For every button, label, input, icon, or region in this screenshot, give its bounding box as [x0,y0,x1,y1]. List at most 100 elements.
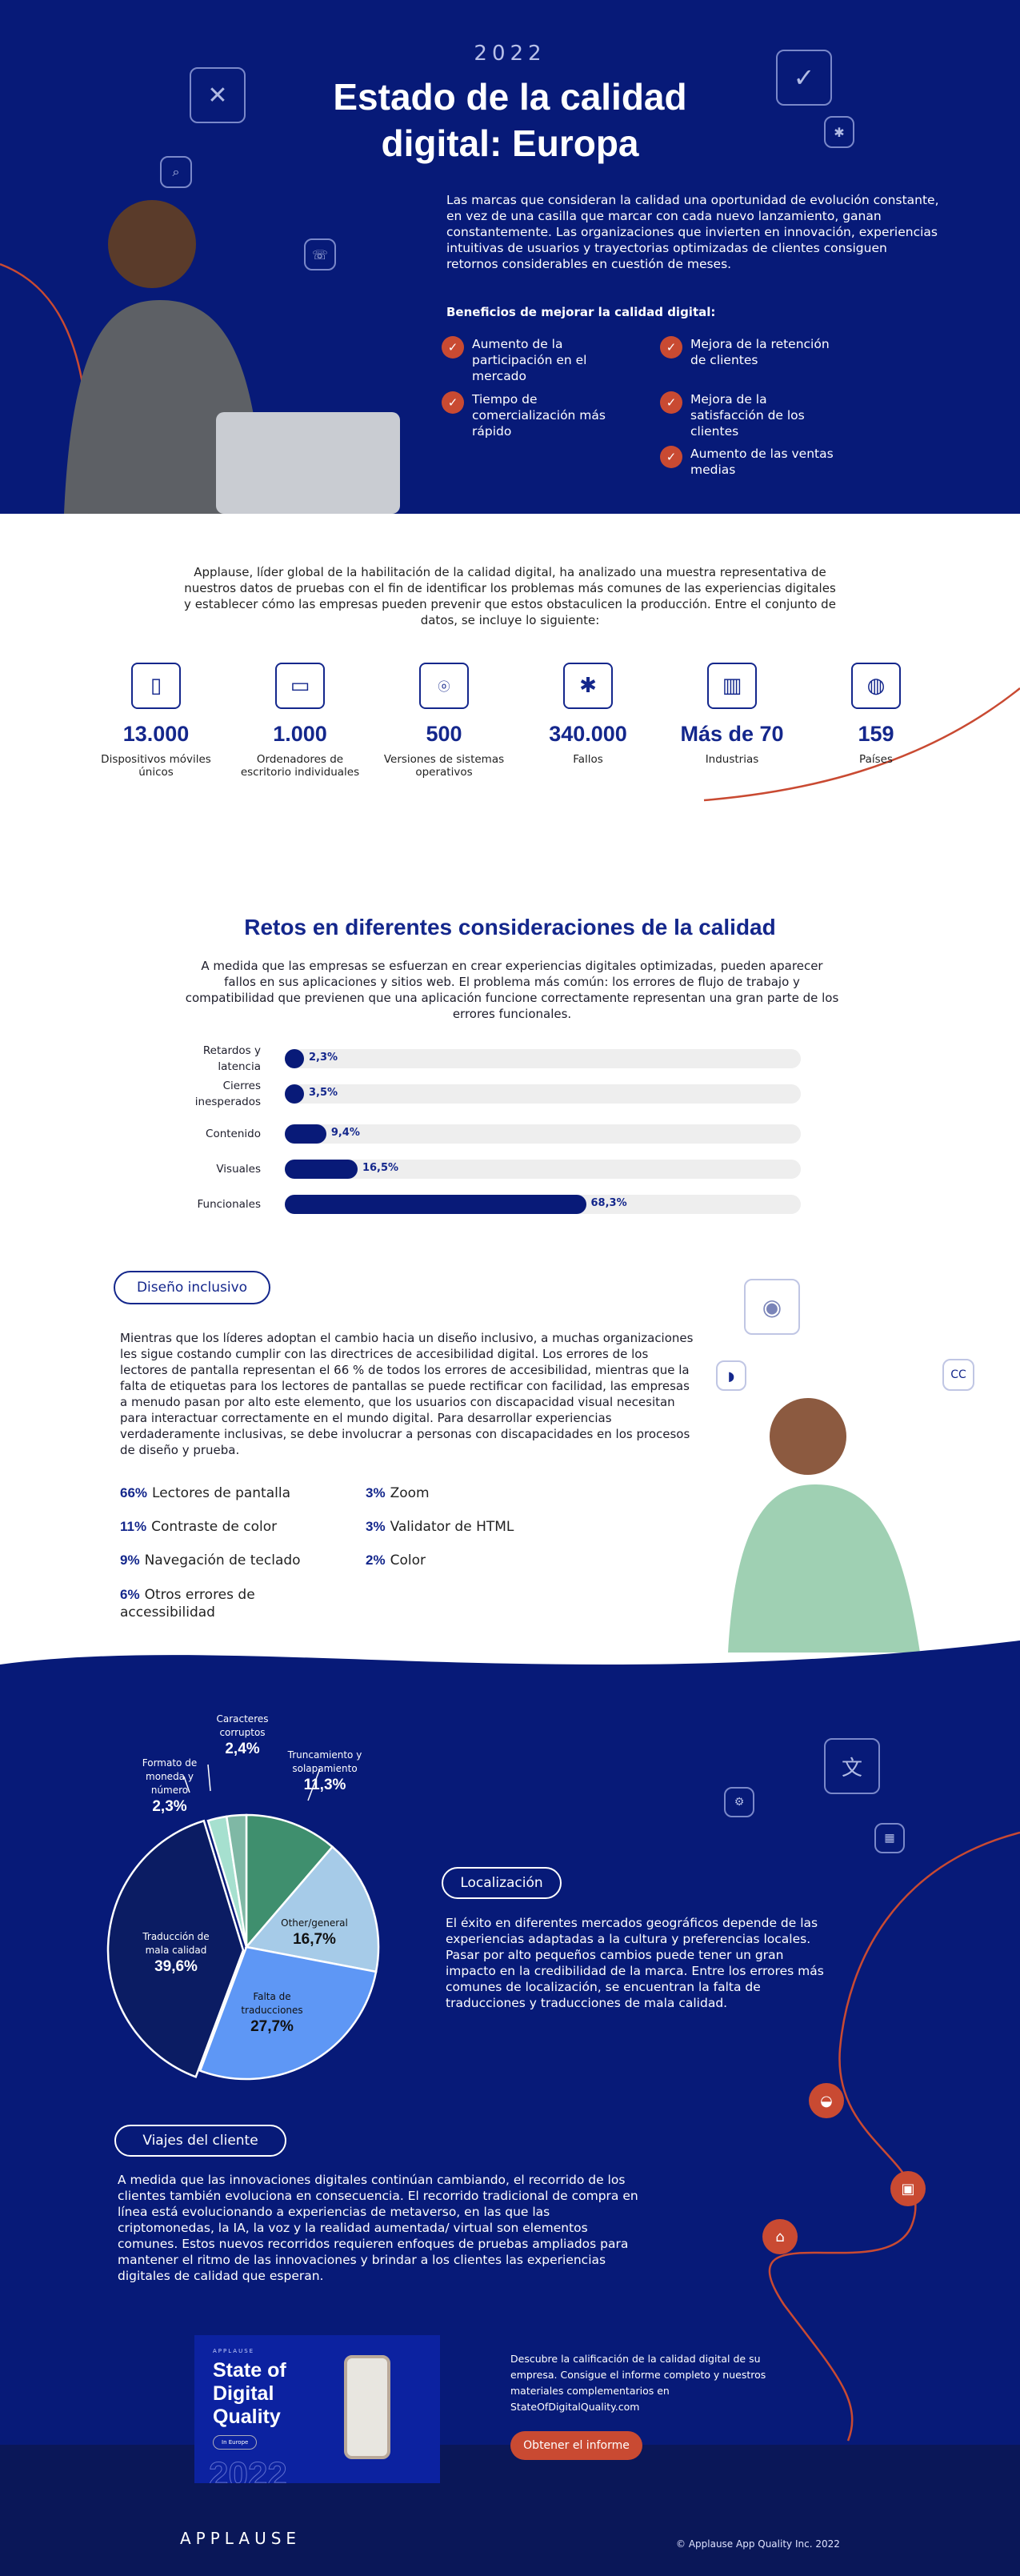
inclusive-photo-woman [704,1396,960,1653]
bar-value-label: 68,3% [590,1197,627,1209]
stat-industries: ▥ Más de 70 Industrias [664,663,800,779]
check-circle-icon: ✓ [660,391,682,414]
pie-slice [106,1819,245,2078]
bar-label: Visuales [216,1163,261,1176]
customer-journeys-text: A medida que las innovaciones digitales … [118,2173,638,2283]
check-circle-icon: ✓ [442,391,464,414]
hero-intro-text: Las marcas que consideran la calidad una… [446,193,939,271]
dataset-stats: ▯ 13.000 Dispositivos móviles únicos ▭ 1.00… [88,663,944,779]
customer-journeys-tag: Viajes del cliente [114,2125,286,2157]
pie-slice [198,1945,378,2081]
hearing-icon: ◗ [716,1360,746,1391]
inclusive-stat: 3% Zoom [366,1485,430,1501]
localization-text: El éxito en diferentes mercados geográfi… [446,1916,824,2010]
bar-track: 16,5% [285,1160,801,1179]
stat-devices: ▯ 13.000 Dispositivos móviles únicos [88,663,224,779]
bar [285,1084,304,1104]
bar-label: Retardos y latencia [202,1044,261,1073]
pie-label: Other/general 16,7% [281,1917,348,1948]
bar-row: Visuales 16,5% [184,1153,840,1185]
get-report-button[interactable]: Obtener el informe [510,2431,642,2460]
browser-icon: ▣ [890,2171,926,2206]
pie-chart [106,1764,380,2081]
pie-label: Truncamiento y solapamiento 11,3% [287,1749,362,1793]
bar-value-label: 9,4% [330,1127,360,1139]
pie-leader-line [207,1764,211,1792]
pie-label: Formato de moneda y número 2,3% [142,1757,198,1815]
pie-slice [225,1813,248,1948]
challenges-title: Retos en diferentes consideraciones de l… [244,915,776,939]
smartphone-icon: ▯ [131,663,181,709]
stat-os: ⓞ 500 Versiones de sistemas operativos [376,663,512,779]
stat-desktops: ▭ 1.000 Ordenadores de escritorio individu… [232,663,368,779]
report-cover-image[interactable]: APPLAUSE State of Digital Quality In Eur… [194,2335,440,2483]
benefit-item: ✓ Aumento de las ventas medias [660,446,844,478]
bar-label: Contenido [206,1128,261,1140]
dataset-intro: Applause, líder global de la habilitació… [184,565,836,627]
report-year: 2022 [474,42,546,66]
checkmark-icon: ✓ [776,50,832,106]
challenges-text: A medida que las empresas se esfuerzan e… [185,959,839,1021]
bar [285,1049,304,1068]
search-icon: ⌕ [160,156,192,188]
phone-image [344,2355,390,2459]
benefit-item: ✓ Tiempo de comercialización más rápido [442,391,626,439]
bug-icon: ✱ [563,663,613,709]
stat-bugs: ✱ 340.000 Fallos [520,663,656,779]
benefit-item: ✓ Mejora de la satisfacción de los client… [660,391,844,439]
check-circle-icon: ✓ [660,446,682,468]
bar [285,1195,586,1214]
translate-icon: 文 [824,1738,880,1794]
localization-tag: Localización [442,1867,562,1899]
globe-icon: ◍ [851,663,901,709]
bar-row: Cierres inesperados 3,5% [184,1078,840,1110]
benefits-heading: Beneficios de mejorar la calidad digital… [446,305,716,319]
stat-countries: ◍ 159 Países [808,663,944,779]
chat-icon: ☏ [304,238,336,270]
ruler-icon: ▦ [874,1823,905,1853]
bar-row: Contenido 9,4% [184,1118,840,1150]
bar-value-label: 2,3% [309,1052,338,1064]
inclusive-stat: 11% Contraste de color [120,1519,278,1535]
shopping-icon: ◒ [809,2083,844,2118]
report-text: Descubre la calificación de la calidad d… [510,2353,766,2413]
bar [285,1160,358,1179]
check-circle-icon: ✓ [442,336,464,359]
bar-value-label: 3,5% [309,1087,338,1099]
inclusive-text: Mientras que los líderes adoptan el camb… [120,1331,694,1457]
bar-track: 3,5% [285,1084,801,1104]
cart-icon: ⌂ [762,2219,798,2254]
bar-row: Funcionales 68,3% [184,1188,840,1220]
bug-icon: ✱ [824,116,854,148]
buildings-icon: ▥ [707,663,757,709]
bar-row: Retardos y latencia 2,3% [184,1043,840,1075]
bar [285,1124,326,1144]
inclusive-stat: 3% Validator de HTML [366,1519,514,1535]
inclusive-stat: 2% Color [366,1552,426,1568]
bar-track: 2,3% [285,1049,801,1068]
bar-track: 68,3% [285,1195,801,1214]
inclusive-design-tag: Diseño inclusivo [114,1271,270,1304]
applause-logo[interactable]: APPLAUSE [180,2529,302,2548]
eye-icon: ◉ [744,1279,800,1335]
check-circle-icon: ✓ [660,336,682,359]
pie-slice [244,1845,380,1973]
inclusive-stat: 9% Navegación de teclado [120,1552,301,1568]
desktop-icon: ▭ [275,663,325,709]
closed-captions-icon: CC [942,1359,974,1391]
os-icon: ⓞ [419,663,469,709]
pie-label: Traducción de mala calidad 39,6% [142,1931,210,1975]
bar-label: Cierres inesperados [194,1080,261,1108]
bar-value-label: 16,5% [362,1162,399,1174]
pie-leader-line [183,1776,190,1793]
wrench-screwdriver-icon: ✕ [190,67,246,123]
pie-label: Falta de traducciones 27,7% [241,1991,303,2035]
pie-slice [245,1813,334,1950]
inclusive-stat: 6% Otros errores de accessibilidad [120,1587,255,1621]
benefit-item: ✓ Aumento de la participación en el merca… [442,336,626,384]
benefit-item: ✓ Mejora de la retención de clientes [660,336,844,368]
inclusive-stat: 66% Lectores de pantalla [120,1485,290,1501]
bar-track: 9,4% [285,1124,801,1144]
pie-leader-line [307,1768,321,1801]
